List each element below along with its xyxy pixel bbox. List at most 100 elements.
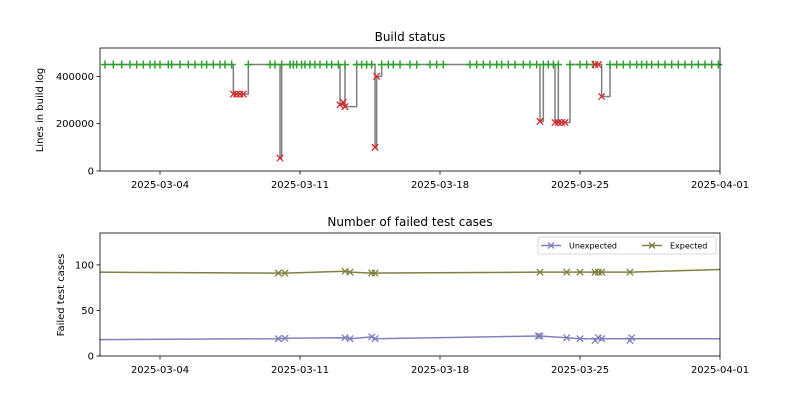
pass-marker [412, 60, 421, 69]
series-marker-expected [281, 269, 289, 277]
x-tick-label: 2025-03-25 [551, 365, 609, 376]
y-axis-title: Failed test cases [56, 254, 67, 337]
x-tick-label: 2025-03-11 [271, 365, 329, 376]
plot-area [99, 267, 721, 345]
series-marker-expected [536, 268, 544, 276]
pass-marker [109, 60, 118, 69]
y-tick-label: 200000 [56, 119, 94, 130]
fail-marker [598, 92, 606, 101]
fail-marker [551, 118, 559, 127]
fail-marker [336, 101, 344, 109]
pass-marker [396, 60, 404, 69]
y-axis-title: Lines in build log [35, 68, 46, 153]
series-marker-expected [563, 268, 571, 276]
fail-marker [558, 118, 566, 127]
series-marker-expected [274, 269, 282, 277]
axis-ticks: 2025-03-04 2025-03-11 2025-03-18 2025-03-25… [75, 260, 749, 376]
series-marker-unexpected [598, 335, 606, 343]
x-tick-label: 2025-03-18 [411, 180, 469, 191]
series-marker-unexpected [281, 334, 289, 342]
fail-marker [591, 60, 599, 69]
fail-marker [276, 154, 284, 162]
pass-marker [117, 60, 126, 69]
series-marker-expected [346, 268, 354, 276]
legend: Unexpected Expected [537, 236, 717, 255]
pass-marker [554, 60, 563, 69]
x-tick-label: 2025-04-01 [691, 365, 749, 376]
fail-marker [554, 118, 562, 127]
series-marker-unexpected [563, 334, 571, 342]
fail-marker [561, 118, 569, 127]
pass-marker [167, 60, 176, 69]
fail-marker [229, 90, 237, 98]
series-marker-expected [576, 268, 584, 276]
pass-marker [497, 60, 506, 69]
plot-area [101, 60, 723, 162]
y-tick-label: 400000 [56, 72, 94, 83]
axis-ticks: 2025-03-04 2025-03-11 2025-03-18 2025-03-25… [56, 72, 749, 191]
series-marker-expected [591, 268, 599, 276]
series-marker-expected [368, 269, 376, 277]
x-tick-label: 2025-04-01 [691, 180, 749, 191]
series-marker-unexpected [346, 335, 354, 343]
legend-label: Expected [670, 242, 707, 251]
fail-marker [233, 90, 241, 98]
build-status-line [105, 63, 720, 159]
pass-marker [367, 60, 376, 69]
pass-marker [511, 60, 519, 69]
pass-marker [176, 60, 184, 69]
fail-marker [594, 60, 602, 69]
fail-marker [373, 72, 381, 81]
build-status-chart: Build status Lines in build log 2025-03-… [35, 30, 749, 191]
axes-frame [99, 232, 721, 357]
axes-frame [99, 47, 721, 172]
pass-marker [439, 60, 448, 69]
series-marker-expected [598, 268, 606, 276]
pass-marker [227, 60, 236, 69]
series-marker-unexpected [628, 334, 636, 342]
pass-marker [432, 60, 441, 69]
legend-marker [547, 242, 555, 249]
chart-title: Build status [375, 30, 446, 44]
y-tick-label: 50 [81, 306, 94, 317]
fail-marker [341, 103, 349, 111]
series-marker-unexpected [371, 335, 379, 343]
pass-marker [101, 60, 109, 69]
legend-box [537, 236, 717, 255]
fail-marker [371, 143, 379, 152]
legend-marker [648, 242, 656, 249]
pass-marker [327, 60, 336, 69]
series-marker-expected [371, 269, 379, 277]
x-tick-label: 2025-03-11 [271, 180, 329, 191]
series-marker-unexpected [274, 335, 282, 343]
pass-marker [377, 60, 386, 69]
series-marker-unexpected [576, 335, 584, 343]
x-tick-label: 2025-03-04 [131, 180, 189, 191]
legend-label: Unexpected [569, 242, 617, 251]
pass-marker [589, 60, 598, 69]
pass-marker [244, 60, 253, 69]
series-marker-unexpected [536, 332, 544, 340]
x-tick-label: 2025-03-04 [131, 365, 189, 376]
series-marker-expected [594, 268, 602, 276]
y-tick-label: 100 [75, 260, 94, 271]
series-line-expected [99, 268, 721, 274]
y-tick-label: 0 [88, 352, 94, 363]
failed-tests-chart: Number of failed test cases Failed test … [56, 215, 749, 376]
chart-title: Number of failed test cases [327, 215, 492, 229]
series-marker-unexpected [534, 332, 542, 340]
pass-marker [566, 60, 574, 69]
pass-marker [277, 60, 286, 69]
pass-marker [472, 60, 481, 69]
x-tick-label: 2025-03-25 [551, 180, 609, 191]
fail-marker [236, 90, 244, 98]
x-tick-label: 2025-03-18 [411, 365, 469, 376]
y-tick-label: 0 [88, 167, 94, 178]
series-marker-expected [626, 268, 634, 276]
pass-marker [341, 60, 349, 69]
fail-marker [339, 98, 347, 107]
pass-marker [714, 60, 723, 69]
fail-marker [239, 90, 247, 98]
pass-marker [156, 60, 164, 69]
